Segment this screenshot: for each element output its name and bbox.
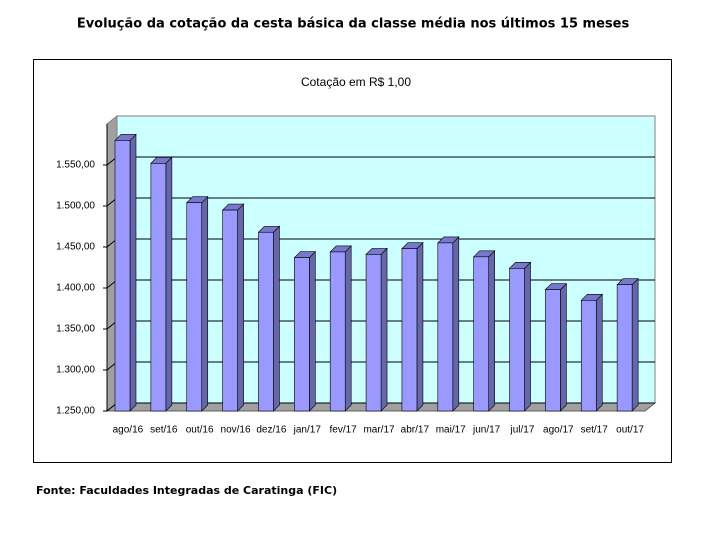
- bar-side: [560, 282, 567, 412]
- bar-side: [452, 236, 460, 412]
- bar: [473, 256, 489, 412]
- y-tick-label: 1.500,00: [56, 201, 95, 212]
- bar: [294, 257, 310, 412]
- bar: [150, 163, 167, 412]
- bar-side: [631, 277, 639, 412]
- x-tick-label: jan/17: [293, 425, 322, 436]
- bar-side: [129, 133, 137, 412]
- y-tick-label: 1.300,00: [56, 365, 95, 376]
- bar: [329, 251, 346, 412]
- x-tick-label: dez/16: [256, 425, 286, 436]
- source-note: Fonte: Faculdades Integradas de Carating…: [36, 484, 337, 497]
- x-tick-label: jun/17: [472, 425, 501, 436]
- bar: [365, 254, 382, 412]
- x-tick-label: nov/16: [221, 425, 251, 436]
- bar: [222, 209, 238, 412]
- bar: [401, 248, 418, 412]
- bar-side: [524, 261, 531, 412]
- bar: [580, 299, 597, 412]
- bar: [509, 268, 525, 412]
- y-tick-label: 1.450,00: [56, 242, 95, 253]
- bar: [616, 284, 633, 412]
- bar-side: [201, 195, 209, 412]
- x-tick-label: ago/16: [113, 425, 144, 436]
- bar-side: [309, 250, 316, 412]
- chart-subtitle: Cotação em R$ 1,00: [301, 75, 411, 89]
- bar: [545, 289, 561, 412]
- x-tick-label: ago/17: [543, 425, 574, 436]
- y-tick-label: 1.550,00: [56, 160, 95, 171]
- bar-side: [344, 245, 352, 412]
- x-tick-label: out/17: [616, 425, 644, 436]
- x-tick-label: abr/17: [401, 425, 430, 436]
- bar-side: [165, 156, 173, 412]
- x-tick-label: jul/17: [510, 425, 535, 436]
- bar-side: [237, 203, 244, 412]
- bar-side: [595, 293, 603, 412]
- x-tick-label: mar/17: [363, 425, 395, 436]
- bar-side: [488, 250, 495, 412]
- x-tick-label: set/16: [150, 425, 178, 436]
- x-tick-label: mai/17: [436, 425, 466, 436]
- bar: [437, 242, 454, 412]
- y-tick-label: 1.350,00: [56, 324, 95, 335]
- bar: [186, 202, 203, 412]
- bar: [114, 140, 131, 412]
- x-tick-label: set/17: [581, 425, 609, 436]
- bar-side: [380, 247, 388, 412]
- x-tick-label: fev/17: [330, 425, 358, 436]
- bar: [258, 231, 274, 412]
- y-tick-label: 1.250,00: [56, 406, 95, 417]
- y-tick-label: 1.400,00: [56, 283, 95, 294]
- chart-title: Evolução da cotação da cesta básica da c…: [77, 17, 630, 32]
- bar-side: [416, 241, 424, 412]
- x-tick-label: out/16: [186, 425, 214, 436]
- bar-side: [273, 225, 280, 412]
